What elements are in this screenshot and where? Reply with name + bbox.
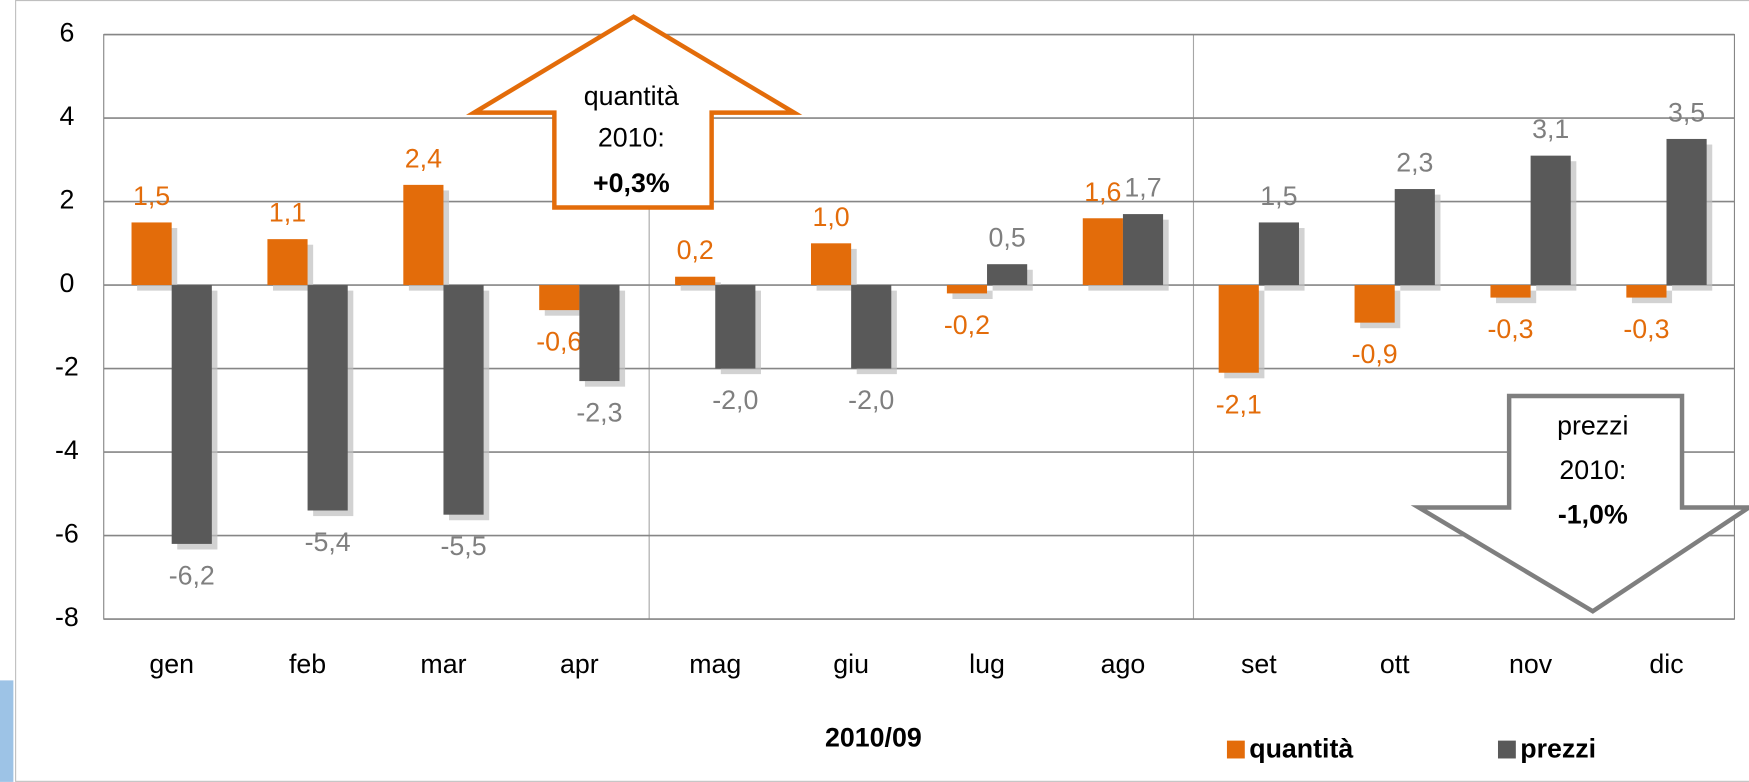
data-label: -0,6 xyxy=(536,327,582,357)
data-label: 1,1 xyxy=(269,198,306,228)
bar xyxy=(1394,189,1435,286)
y-tick-label: -8 xyxy=(55,602,79,632)
data-label: -0,9 xyxy=(1352,339,1398,369)
data-label: 1,6 xyxy=(1084,177,1121,207)
legend-label: prezzi xyxy=(1520,734,1596,764)
data-label: 1,5 xyxy=(1260,181,1297,211)
y-tick-label: 6 xyxy=(59,18,74,48)
x-tick-label: ott xyxy=(1380,649,1410,679)
y-tick-label: 0 xyxy=(59,268,74,298)
bar xyxy=(946,285,988,294)
x-tick-label: giu xyxy=(833,649,869,679)
data-label: 0,2 xyxy=(677,235,714,265)
bar xyxy=(1218,285,1259,373)
bar xyxy=(675,276,716,286)
data-label: -2,1 xyxy=(1216,389,1262,419)
annotation-emphasis: +0,3% xyxy=(593,168,670,198)
bar xyxy=(1258,222,1299,286)
bar-shadow xyxy=(952,290,993,299)
bar xyxy=(403,184,444,286)
y-tick-label: -6 xyxy=(55,519,79,549)
bar xyxy=(443,285,484,515)
bar xyxy=(307,285,348,511)
y-tick-label: -4 xyxy=(55,435,79,465)
x-tick-label: feb xyxy=(289,649,326,679)
bar-shadow xyxy=(680,282,721,291)
x-axis-label: 2010/09 xyxy=(825,723,922,753)
bar xyxy=(987,264,1028,286)
bar xyxy=(131,222,172,286)
data-label: -2,3 xyxy=(576,398,622,428)
data-label: 1,7 xyxy=(1124,173,1161,203)
y-tick-label: -2 xyxy=(55,352,79,382)
bar xyxy=(1354,285,1395,323)
data-label: -0,3 xyxy=(1623,314,1669,344)
x-tick-label: gen xyxy=(149,649,194,679)
legend-label: quantità xyxy=(1249,734,1353,764)
bar xyxy=(1530,155,1571,286)
x-tick-label: mar xyxy=(420,649,466,679)
x-tick-label: dic xyxy=(1649,649,1683,679)
annotation-emphasis: -1,0% xyxy=(1558,499,1628,529)
bar xyxy=(715,285,756,369)
data-label: 2,3 xyxy=(1396,148,1433,178)
data-label: 1,0 xyxy=(812,202,849,232)
x-tick-label: set xyxy=(1241,649,1277,679)
legend-swatch xyxy=(1497,740,1516,759)
bar xyxy=(810,243,852,286)
bar xyxy=(1666,138,1707,286)
y-tick-label: 4 xyxy=(59,101,74,131)
bar xyxy=(1082,218,1123,286)
data-label: 3,5 xyxy=(1668,97,1705,127)
bar xyxy=(267,239,308,286)
data-label: -0,3 xyxy=(1487,314,1533,344)
data-label: 1,5 xyxy=(133,181,170,211)
bar xyxy=(1626,285,1667,298)
x-tick-label: lug xyxy=(969,649,1005,679)
chart-frame xyxy=(15,0,1749,782)
bar xyxy=(851,285,892,369)
data-label: -2,0 xyxy=(848,385,894,415)
side-strip xyxy=(0,680,14,782)
data-label: 2,4 xyxy=(405,143,442,173)
data-label: 3,1 xyxy=(1532,114,1569,144)
bar xyxy=(1122,214,1164,286)
x-tick-label: apr xyxy=(560,649,599,679)
legend-swatch xyxy=(1226,740,1245,759)
annotation-text: 2010: xyxy=(598,122,665,152)
data-label: 0,5 xyxy=(989,223,1026,253)
data-label: -2,0 xyxy=(712,385,758,415)
data-label: -5,4 xyxy=(305,527,351,557)
bar xyxy=(539,285,580,311)
x-tick-label: nov xyxy=(1509,649,1553,679)
data-label: -6,2 xyxy=(169,560,215,590)
data-label: -5,5 xyxy=(440,531,486,561)
annotation-arrow xyxy=(466,14,803,210)
annotation-text: quantità xyxy=(584,81,679,111)
x-tick-label: ago xyxy=(1101,649,1146,679)
x-tick-label: mag xyxy=(689,649,741,679)
annotation-text: prezzi xyxy=(1557,410,1628,440)
bar xyxy=(1490,285,1531,298)
annotation-arrow xyxy=(1410,393,1749,614)
bar xyxy=(579,285,620,382)
y-tick-label: 2 xyxy=(59,185,74,215)
bar xyxy=(171,285,212,544)
data-label: -0,2 xyxy=(944,310,990,340)
annotation-text: 2010: xyxy=(1559,455,1626,485)
